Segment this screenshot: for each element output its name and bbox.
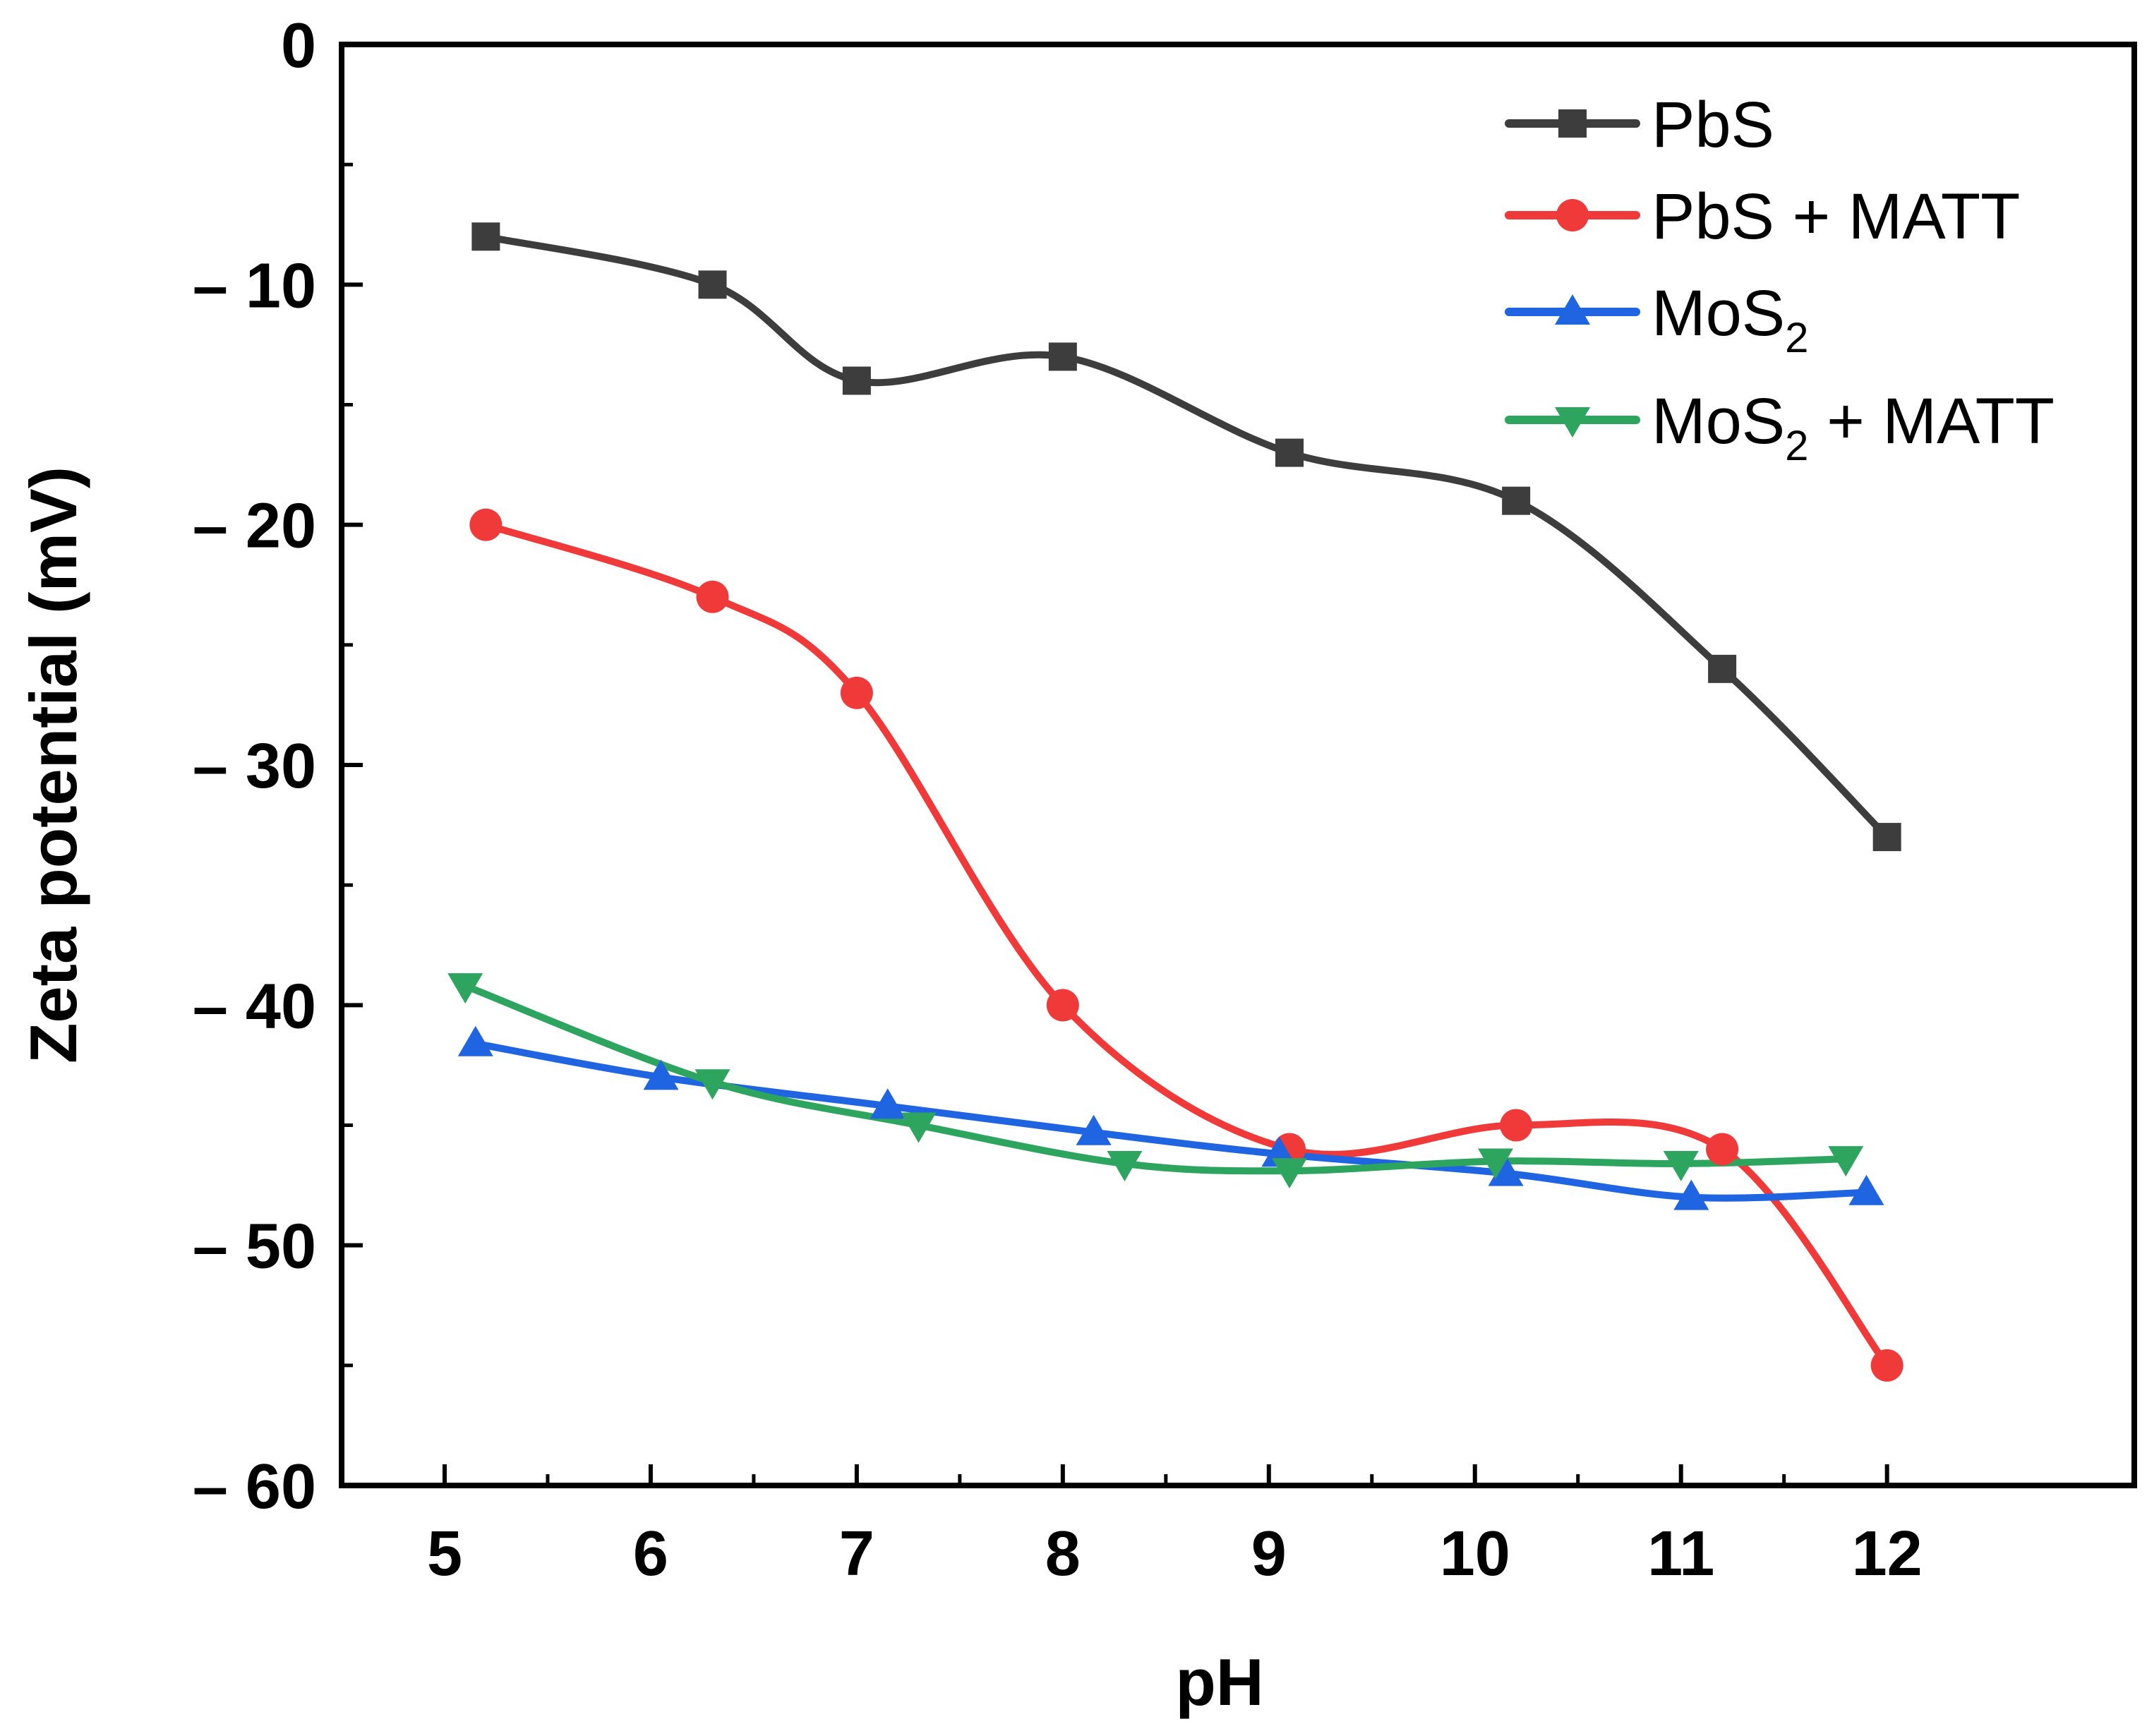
x-tick-label: 8 bbox=[1045, 1519, 1081, 1589]
legend-label: MoS2 + MATT bbox=[1652, 385, 2055, 469]
square-marker bbox=[1502, 486, 1531, 515]
triangle-down-marker bbox=[1477, 1148, 1513, 1179]
legend-item: PbS + MATT bbox=[1505, 181, 2020, 253]
legend-label: PbS + MATT bbox=[1652, 181, 2020, 253]
y-tick-label: – 30 bbox=[193, 731, 316, 802]
y-axis-ticks: 0 – 10 – 20 – 30 – 40 – 50 – 60 bbox=[193, 11, 363, 1522]
square-marker bbox=[471, 222, 500, 251]
triangle-down-marker bbox=[1271, 1158, 1307, 1189]
y-tick-label: – 20 bbox=[193, 491, 316, 562]
x-tick-label: 10 bbox=[1440, 1519, 1510, 1589]
triangle-up-marker bbox=[457, 1025, 493, 1056]
circle-marker bbox=[1706, 1133, 1739, 1166]
y-tick-label: – 60 bbox=[193, 1452, 316, 1522]
circle-marker bbox=[1046, 989, 1079, 1022]
circle-marker bbox=[840, 676, 873, 709]
triangle-down-marker bbox=[694, 1069, 730, 1100]
triangle-up-marker bbox=[870, 1088, 906, 1119]
y-tick-label: – 10 bbox=[193, 251, 316, 321]
legend-circle-marker bbox=[1556, 199, 1589, 231]
square-marker bbox=[1708, 654, 1737, 683]
square-marker bbox=[1275, 438, 1304, 467]
series-markers bbox=[447, 222, 1904, 1382]
circle-marker bbox=[469, 508, 503, 541]
triangle-down-marker bbox=[901, 1112, 937, 1143]
x-tick-label: 6 bbox=[633, 1519, 668, 1589]
circle-marker bbox=[1870, 1349, 1904, 1382]
legend-label: PbS bbox=[1652, 89, 1774, 161]
legend: PbS PbS + MATT MoS2 MoS2 + MATT bbox=[1505, 89, 2055, 469]
y-axis-title: Zeta potential (mV) bbox=[16, 466, 90, 1063]
circle-marker bbox=[1500, 1109, 1533, 1142]
triangle-down-marker bbox=[447, 973, 483, 1004]
legend-item: MoS2 + MATT bbox=[1505, 385, 2055, 469]
triangle-up-marker bbox=[1076, 1114, 1112, 1145]
x-tick-label: 11 bbox=[1647, 1519, 1714, 1589]
x-axis-ticks: 5 6 7 8 9 10 11 12 bbox=[427, 1464, 1923, 1589]
legend-item: PbS bbox=[1505, 89, 1774, 161]
x-tick-label: 7 bbox=[839, 1519, 874, 1589]
circle-marker bbox=[696, 580, 729, 613]
series-line-2 bbox=[471, 1039, 1870, 1202]
square-marker bbox=[842, 366, 871, 395]
square-marker bbox=[1048, 342, 1077, 371]
triangle-down-marker bbox=[1828, 1146, 1864, 1177]
y-tick-label: – 50 bbox=[193, 1212, 316, 1282]
triangle-down-marker bbox=[1663, 1150, 1699, 1181]
legend-square-marker bbox=[1558, 109, 1587, 138]
y-tick-label: 0 bbox=[281, 11, 316, 81]
legend-label: MoS2 bbox=[1652, 277, 1809, 361]
triangle-down-marker bbox=[1107, 1150, 1143, 1181]
legend-triangle-down-marker bbox=[1555, 407, 1590, 438]
series-line-1 bbox=[482, 521, 1891, 1369]
triangle-up-marker bbox=[643, 1059, 679, 1090]
x-tick-label: 9 bbox=[1251, 1519, 1287, 1589]
triangle-up-marker bbox=[1488, 1155, 1524, 1186]
x-tick-label: 12 bbox=[1852, 1519, 1923, 1589]
triangle-up-marker bbox=[1848, 1174, 1884, 1205]
triangle-up-marker bbox=[1673, 1179, 1709, 1210]
square-marker bbox=[1872, 823, 1901, 852]
y-tick-label: – 40 bbox=[193, 971, 316, 1042]
x-axis-title: pH bbox=[1175, 1645, 1263, 1719]
square-marker bbox=[698, 270, 727, 299]
series-line-0 bbox=[482, 233, 1891, 841]
legend-triangle-up-marker bbox=[1555, 294, 1590, 325]
x-tick-label: 5 bbox=[427, 1519, 462, 1589]
legend-item: MoS2 bbox=[1505, 277, 1809, 361]
